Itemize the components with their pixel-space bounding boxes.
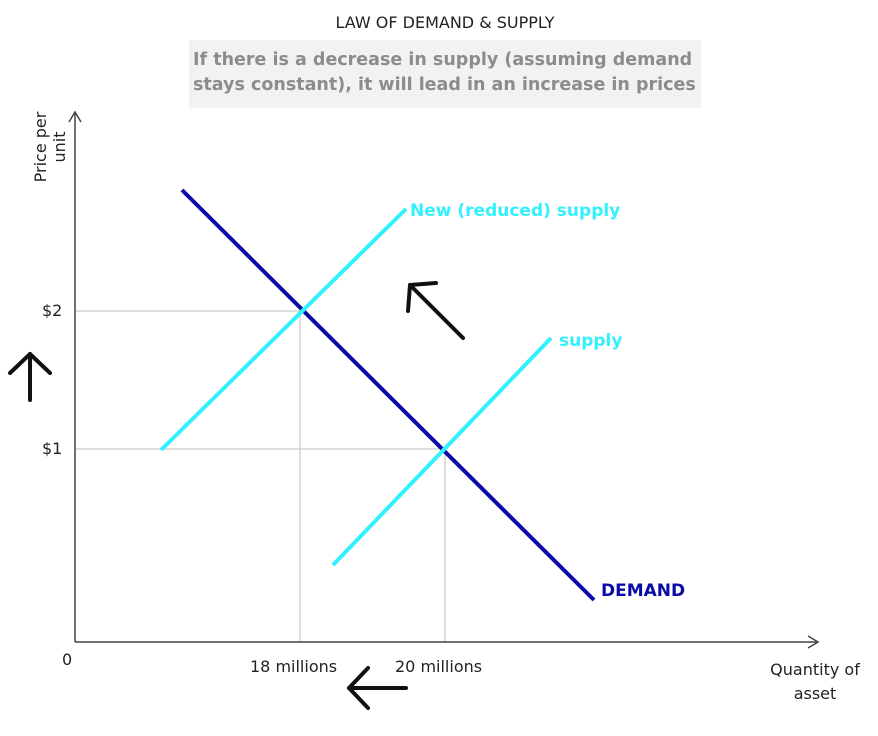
diagram-title: LAW OF DEMAND & SUPPLY bbox=[335, 13, 555, 32]
quantity-tick-18: 18 millions bbox=[250, 657, 338, 676]
price-tick-2: $2 bbox=[42, 301, 63, 320]
supply-line bbox=[331, 336, 553, 567]
up-arrow-icon bbox=[8, 352, 52, 402]
demand-label: DEMAND bbox=[601, 581, 686, 601]
new-supply-label: New (reduced) supply bbox=[410, 201, 621, 221]
new-supply-line bbox=[159, 207, 408, 452]
x-axis-label-line-1: Quantity of bbox=[770, 660, 860, 679]
x-axis-label-line-2: asset bbox=[793, 684, 837, 703]
explanation-note: If there is a decrease in supply (assumi… bbox=[189, 40, 701, 108]
x-axis-arrowhead bbox=[807, 635, 820, 649]
left-arrow-icon bbox=[347, 666, 408, 710]
supply-label: supply bbox=[559, 331, 623, 351]
demand-line bbox=[180, 188, 596, 602]
note-line-1: If there is a decrease in supply (assumi… bbox=[193, 50, 693, 70]
x-axis-label: Quantity of asset bbox=[762, 658, 868, 706]
quantity-tick-20: 20 millions bbox=[395, 657, 483, 676]
up-left-arrow-icon bbox=[406, 281, 465, 340]
price-tick-1: $1 bbox=[42, 439, 63, 458]
y-axis-arrowhead bbox=[68, 110, 82, 123]
origin-label: 0 bbox=[62, 650, 73, 669]
note-line-2: stays constant), it will lead in an incr… bbox=[193, 75, 696, 95]
